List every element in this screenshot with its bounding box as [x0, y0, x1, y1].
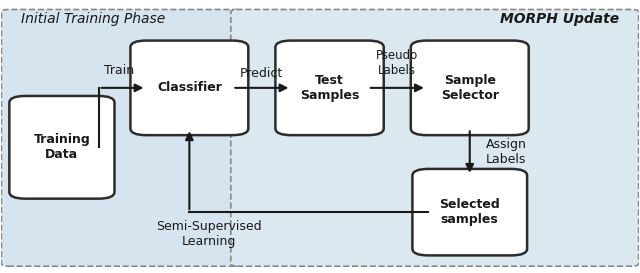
Text: Assign
Labels: Assign Labels	[486, 138, 527, 166]
Text: Initial Training Phase: Initial Training Phase	[20, 12, 164, 26]
Text: Semi-Supervised
Learning: Semi-Supervised Learning	[156, 220, 261, 248]
Text: Predict: Predict	[240, 67, 284, 80]
FancyBboxPatch shape	[231, 10, 639, 266]
Text: Classifier: Classifier	[157, 81, 222, 94]
FancyBboxPatch shape	[275, 41, 384, 135]
Text: MORPH Update: MORPH Update	[500, 12, 620, 26]
FancyBboxPatch shape	[131, 41, 248, 135]
Text: Selected
samples: Selected samples	[440, 198, 500, 226]
FancyBboxPatch shape	[10, 96, 115, 199]
Text: Train: Train	[104, 64, 134, 77]
FancyBboxPatch shape	[412, 169, 527, 256]
FancyBboxPatch shape	[1, 10, 244, 266]
Text: Sample
Selector: Sample Selector	[441, 74, 499, 102]
Text: Pseudo
Labels: Pseudo Labels	[376, 49, 419, 77]
FancyBboxPatch shape	[411, 41, 529, 135]
Text: Training
Data: Training Data	[33, 133, 90, 161]
Text: Test
Samples: Test Samples	[300, 74, 359, 102]
